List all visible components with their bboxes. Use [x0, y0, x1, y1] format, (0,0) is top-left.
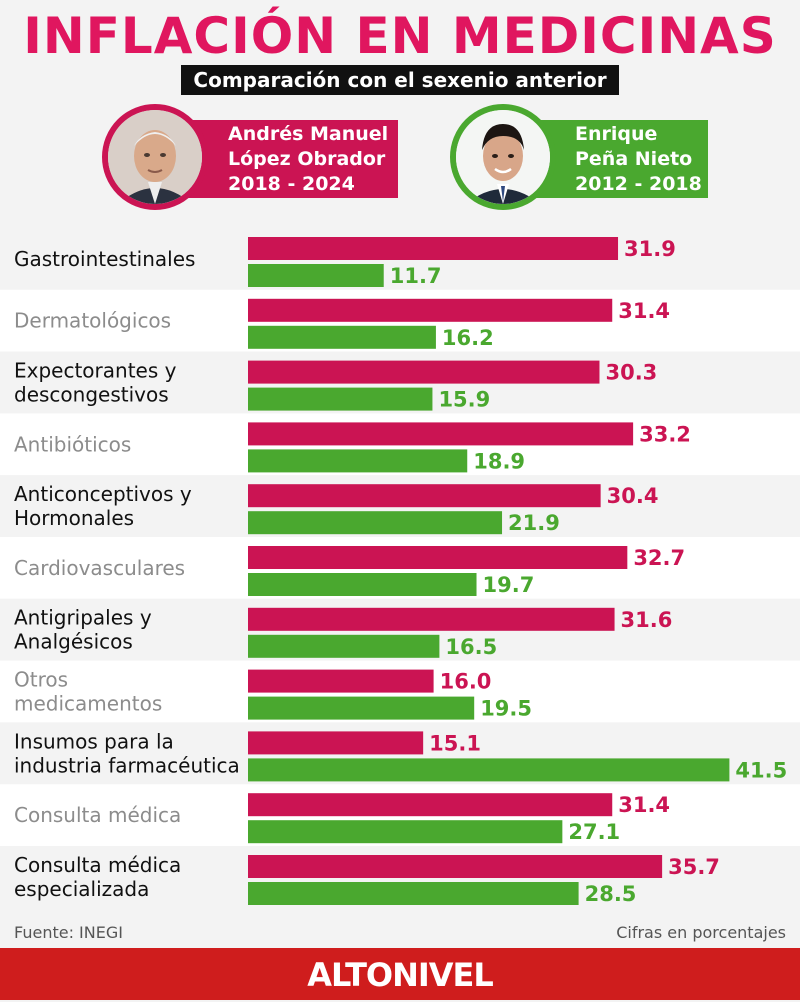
legend-epn-name1: Enrique [575, 123, 658, 145]
category-label: Consulta médica [14, 803, 181, 827]
bar [248, 325, 436, 349]
bar [248, 546, 628, 569]
category-label: Consulta médica [14, 853, 181, 877]
bar [248, 669, 434, 693]
category-label: Antibióticos [14, 432, 131, 456]
legend-amlo-name2: López Obrador [228, 148, 386, 170]
category-label: Otros [14, 668, 68, 692]
value-label: 18.9 [473, 449, 525, 473]
bar [248, 607, 615, 631]
category-label: Expectorantes y [14, 359, 177, 383]
value-label: 35.7 [668, 855, 720, 879]
bar [248, 882, 579, 905]
legend-amlo-years: 2018 - 2024 [228, 173, 355, 195]
bar [248, 634, 440, 658]
value-label: 31.4 [618, 793, 670, 817]
bar [248, 237, 619, 260]
category-label: medicamentos [14, 692, 162, 716]
value-label: 16.5 [445, 635, 497, 659]
units-note: Cifras en porcentajes [616, 923, 786, 942]
category-label: Insumos para la [14, 729, 174, 753]
value-label: 15.1 [429, 731, 481, 755]
value-label: 30.3 [605, 361, 657, 385]
value-label: 28.5 [585, 882, 637, 906]
value-label: 31.6 [621, 608, 673, 632]
brand-logo: ALTONIVEL [0, 948, 800, 1000]
value-label: 19.7 [483, 573, 535, 597]
bar [248, 793, 613, 817]
value-label: 16.0 [440, 670, 492, 694]
bar [248, 298, 613, 322]
bar [248, 758, 730, 782]
value-label: 33.2 [639, 422, 691, 446]
value-label: 41.5 [735, 758, 787, 782]
category-label: Dermatológicos [14, 309, 171, 333]
legend-epn-name2: Peña Nieto [575, 148, 693, 170]
epn-portrait-icon [450, 104, 556, 210]
legend-epn-years: 2012 - 2018 [575, 173, 702, 195]
bar [248, 264, 384, 287]
subtitle-wrap: Comparación con el sexenio anterior [0, 65, 800, 95]
value-label: 15.9 [438, 388, 490, 412]
bar [248, 387, 433, 411]
legend-amlo-name1: Andrés Manuel [228, 123, 389, 145]
value-label: 21.9 [508, 511, 560, 535]
amlo-portrait-icon [102, 104, 208, 210]
value-label: 16.2 [442, 326, 494, 350]
bar [248, 855, 663, 878]
bar [248, 484, 601, 508]
bar [248, 449, 468, 473]
category-label: Gastrointestinales [14, 247, 195, 271]
category-label: Anticonceptivos y [14, 482, 192, 506]
value-label: 27.1 [568, 820, 620, 844]
bar [248, 422, 634, 446]
bar [248, 731, 424, 755]
category-label: industria farmacéutica [14, 753, 240, 777]
bar [248, 360, 600, 384]
category-label: Hormonales [14, 506, 134, 530]
value-label: 19.5 [480, 697, 532, 721]
category-label: especializada [14, 877, 149, 901]
page-title: INFLACIÓN EN MEDICINAS [23, 7, 777, 65]
category-label: descongestivos [14, 383, 169, 407]
value-label: 32.7 [633, 546, 685, 570]
value-label: 30.4 [607, 484, 659, 508]
subtitle: Comparación con el sexenio anterior [181, 65, 619, 95]
value-label: 31.4 [618, 299, 670, 323]
value-label: 31.9 [624, 237, 676, 261]
category-label: Cardiovasculares [14, 556, 185, 580]
bar [248, 696, 475, 720]
bar [248, 511, 503, 535]
category-label: Analgésicos [14, 630, 133, 654]
bar [248, 573, 477, 596]
bar-chart: Gastrointestinales 31.9 11.7 Dermatológicos… [0, 228, 800, 908]
source-note: Fuente: INEGI [14, 923, 123, 942]
bar [248, 820, 563, 844]
category-label: Antigripales y [14, 606, 152, 630]
value-label: 11.7 [390, 264, 442, 288]
